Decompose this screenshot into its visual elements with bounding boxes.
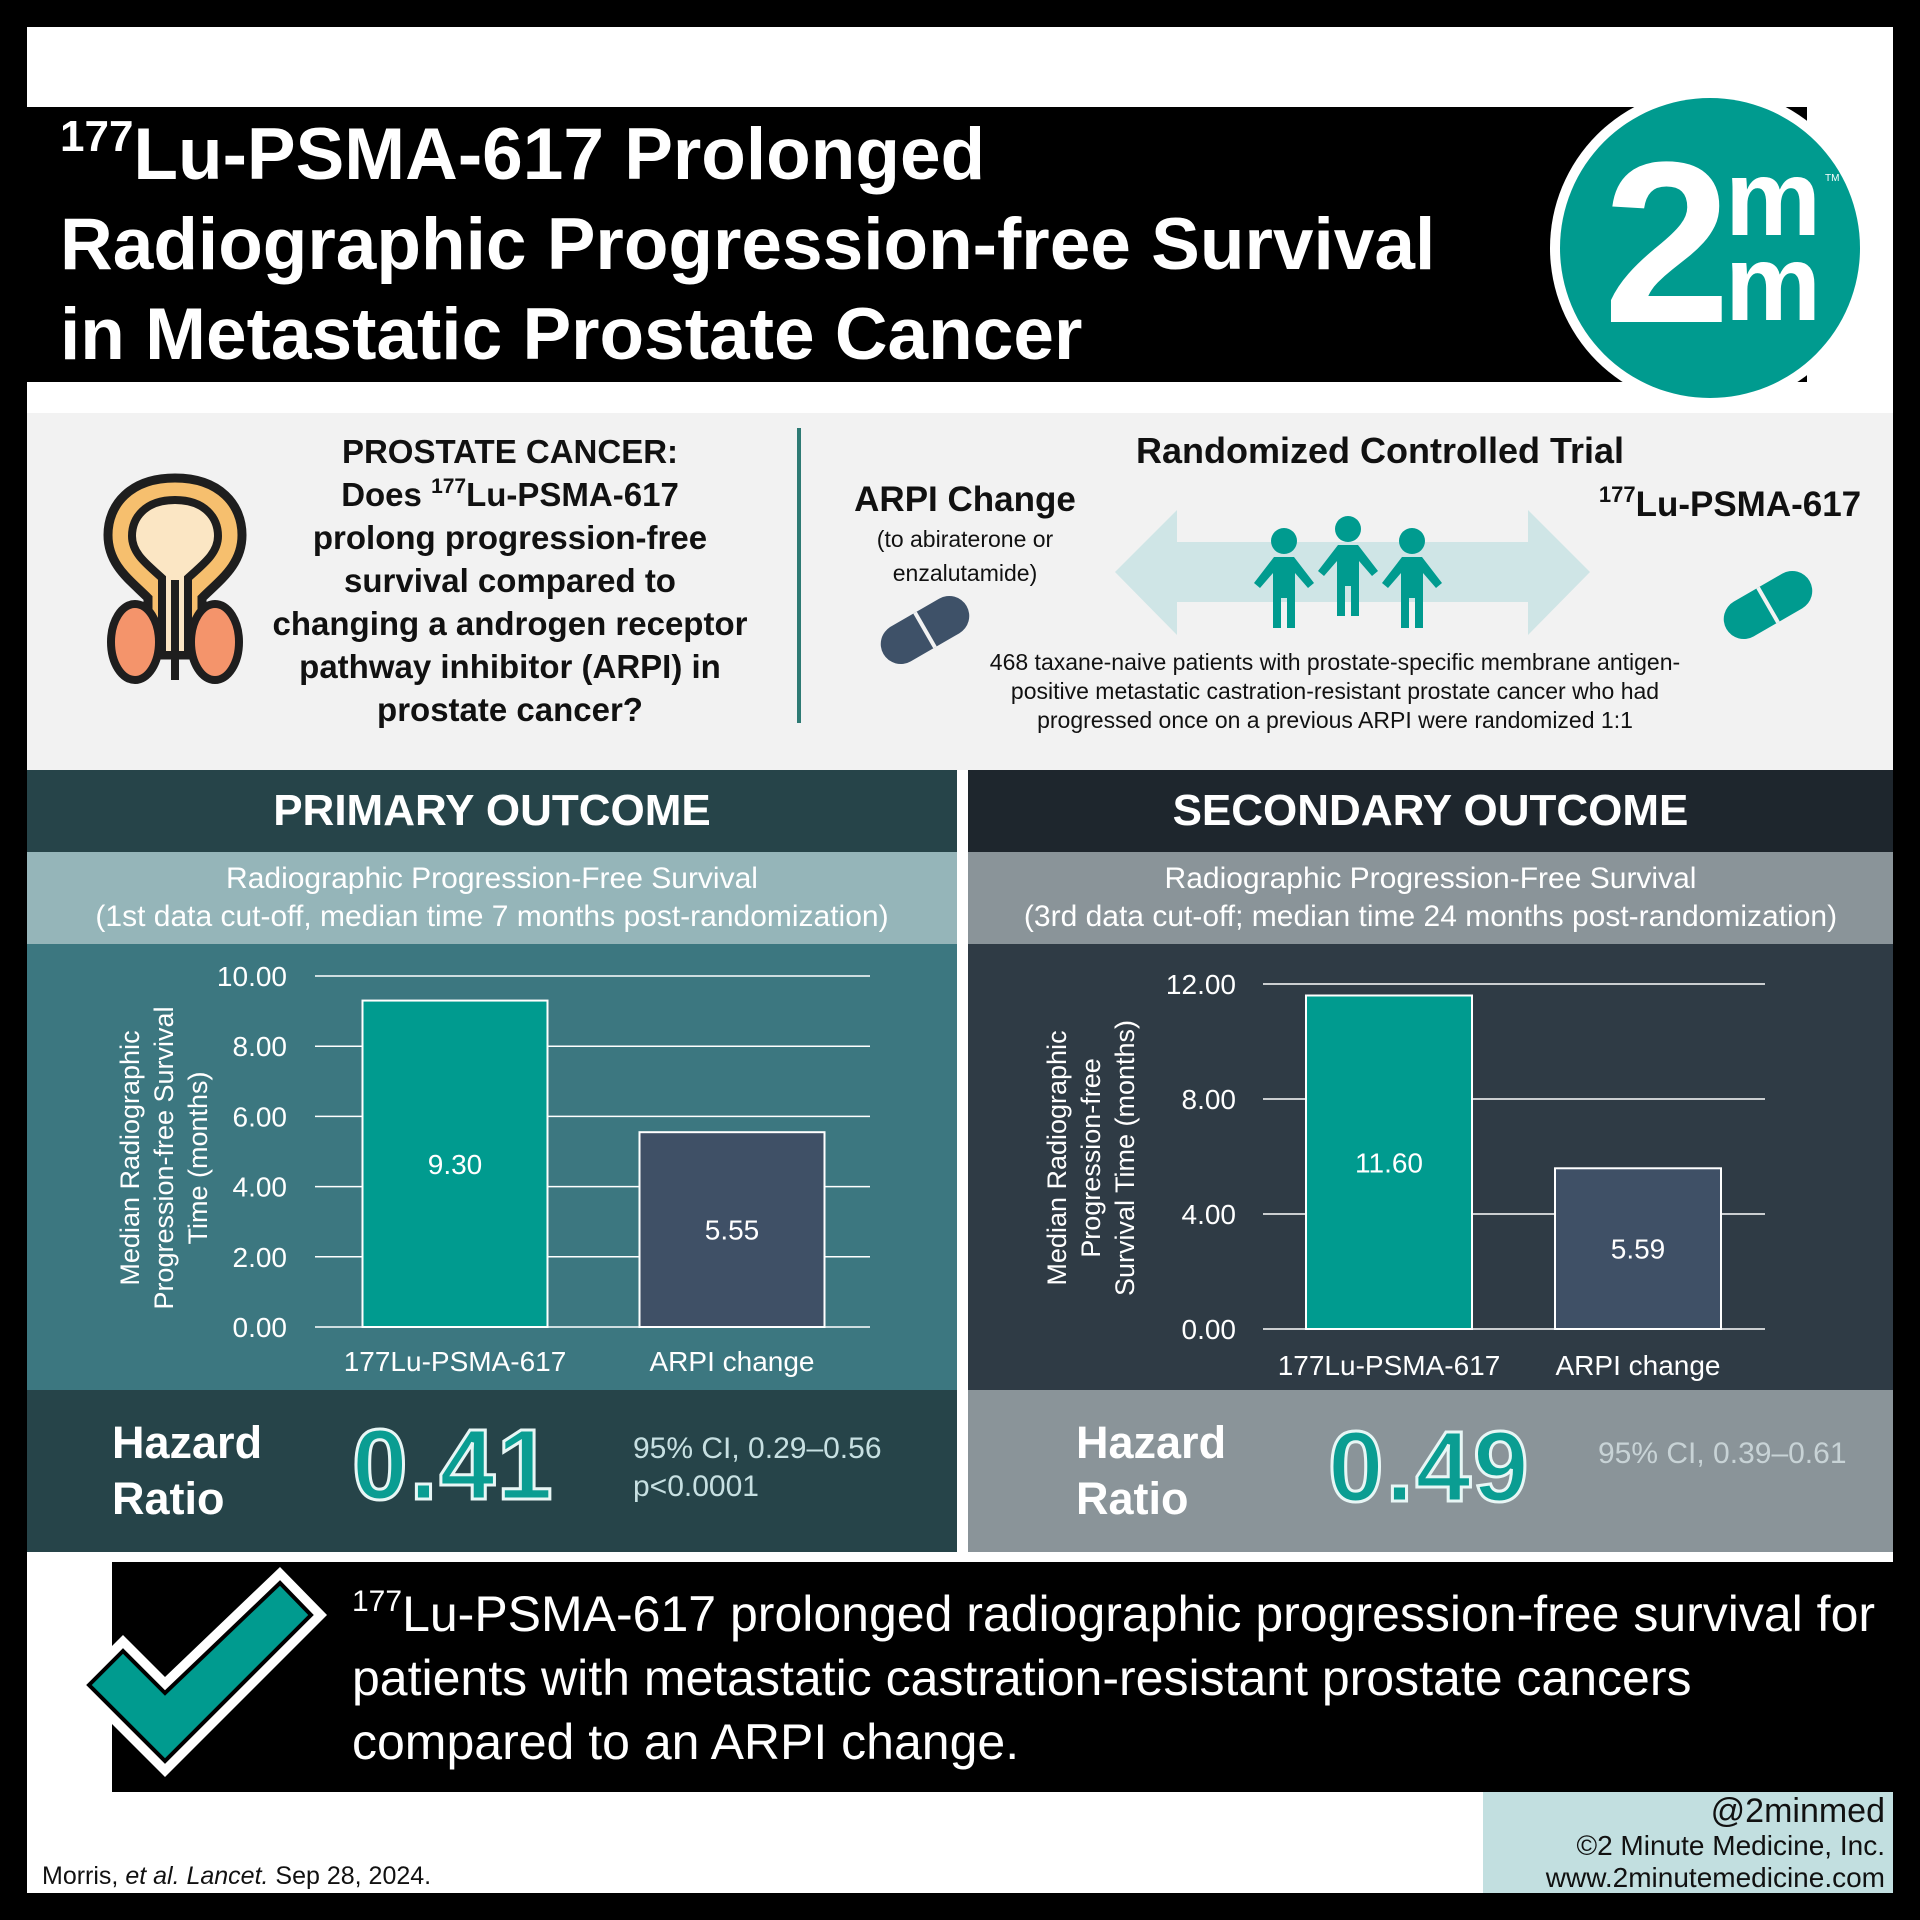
research-question: PROSTATE CANCER: Does 177Lu-PSMA-617 pro… bbox=[272, 433, 748, 728]
x-category-label: 177Lu-PSMA-617 bbox=[344, 1346, 567, 1377]
bar-value-label: 9.30 bbox=[428, 1149, 483, 1180]
confidence-interval: 95% CI, 0.29–0.56 p<0.0001 bbox=[633, 1432, 882, 1503]
hazard-ratio-label: Hazard Ratio bbox=[112, 1417, 263, 1524]
y-tick-label: 2.00 bbox=[233, 1242, 288, 1273]
conclusion-band bbox=[112, 1562, 1893, 1792]
y-tick-label: 0.00 bbox=[1182, 1314, 1237, 1345]
y-tick-label: 0.00 bbox=[233, 1312, 288, 1343]
y-axis-label: Median Radiographic Progression-free Surv… bbox=[115, 1006, 213, 1309]
y-tick-label: 4.00 bbox=[1182, 1199, 1237, 1230]
conclusion-text: 177Lu-PSMA-617 prolonged radiographic pr… bbox=[352, 1585, 1876, 1770]
trial-description: 468 taxane-naive patients with prostate-… bbox=[989, 649, 1681, 733]
hazard-ratio-label: Hazard Ratio bbox=[1076, 1417, 1227, 1524]
bar bbox=[1305, 994, 1473, 1330]
title-band bbox=[27, 107, 1807, 382]
page-title: 177Lu-PSMA-617 Prolonged Radiographic Pr… bbox=[60, 112, 1436, 375]
bar-value-label: 5.55 bbox=[705, 1215, 760, 1246]
y-tick-label: 4.00 bbox=[233, 1172, 288, 1203]
secondary-bar-chart: 0.00 4.00 8.00 12.00 Median Radiographic Prog… bbox=[1042, 969, 1765, 1381]
2minmed-logo: 2 m m TM bbox=[1550, 88, 1870, 408]
hazard-ratio-value: 0.41 bbox=[351, 1408, 555, 1523]
secondary-chart-panel: 0.00 4.00 8.00 12.00 Median Radiographic Prog… bbox=[968, 944, 1893, 1390]
website-link[interactable]: www.2minutemedicine.com bbox=[1545, 1862, 1885, 1893]
section-divider bbox=[797, 428, 801, 723]
confidence-interval: 95% CI, 0.39–0.61 bbox=[1598, 1437, 1847, 1470]
copyright: ©2 Minute Medicine, Inc. bbox=[1576, 1830, 1885, 1861]
arm-lu-psma: 177Lu-PSMA-617 bbox=[1598, 482, 1862, 525]
bar-value-label: 11.60 bbox=[1355, 1147, 1423, 1178]
pill-icon bbox=[880, 596, 970, 664]
pill-icon bbox=[1723, 571, 1813, 639]
bar bbox=[361, 999, 549, 1328]
bar bbox=[638, 1131, 826, 1328]
y-tick-label: 8.00 bbox=[1182, 1084, 1237, 1115]
checkmark-icon bbox=[73, 1567, 327, 1777]
arm-arpi-change: ARPI Change (to abiraterone or enzalutam… bbox=[854, 480, 1076, 586]
secondary-hazard-ratio-panel: Hazard Ratio 0.49 95% CI, 0.39–0.61 bbox=[968, 1390, 1893, 1552]
secondary-outcome-subtitle: Radiographic Progression-Free Survival (… bbox=[968, 852, 1893, 944]
primary-outcome-heading: PRIMARY OUTCOME bbox=[27, 770, 957, 852]
people-icon bbox=[1254, 516, 1442, 628]
x-category-label: ARPI change bbox=[1556, 1350, 1721, 1381]
citation: Morris, et al. Lancet. Sep 28, 2024. bbox=[42, 1862, 432, 1890]
y-tick-label: 8.00 bbox=[233, 1031, 288, 1062]
primary-outcome-subtitle: Radiographic Progression-Free Survival (… bbox=[27, 852, 957, 944]
bar bbox=[1554, 1167, 1722, 1330]
hazard-ratio-value: 0.49 bbox=[1327, 1410, 1531, 1525]
secondary-outcome-heading: SECONDARY OUTCOME bbox=[968, 770, 1893, 852]
primary-hazard-ratio-panel: Hazard Ratio 0.41 95% CI, 0.29–0.56 p<0.00… bbox=[27, 1390, 957, 1552]
trial-title: Randomized Controlled Trial bbox=[1135, 430, 1625, 471]
y-tick-label: 6.00 bbox=[233, 1101, 288, 1132]
x-category-label: ARPI change bbox=[650, 1346, 815, 1377]
twitter-handle: @2minmed bbox=[1710, 1792, 1885, 1830]
info-band bbox=[27, 413, 1893, 770]
x-category-label: 177Lu-PSMA-617 bbox=[1278, 1350, 1501, 1381]
y-tick-label: 12.00 bbox=[1166, 969, 1236, 1000]
y-tick-label: 10.00 bbox=[217, 961, 287, 992]
primary-chart-panel: 0.00 2.00 4.00 6.00 8.00 10.00 Median Radiogra… bbox=[27, 944, 957, 1390]
credit-box bbox=[1483, 1792, 1893, 1893]
y-axis-label: Median Radiographic Progression-free Survi… bbox=[1042, 1020, 1140, 1296]
prostate-icon bbox=[103, 473, 247, 684]
bar-value-label: 5.59 bbox=[1611, 1234, 1666, 1265]
